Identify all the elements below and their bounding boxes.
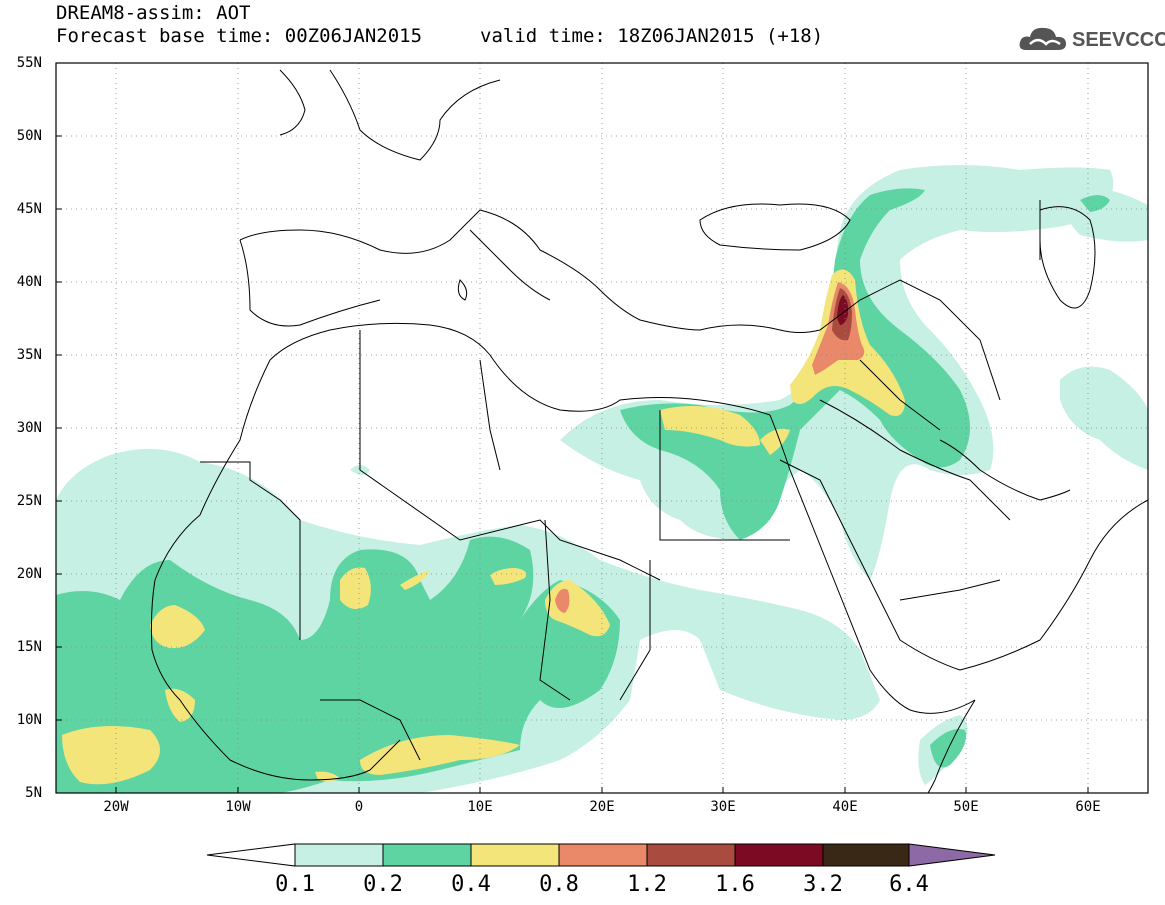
colorbar-label: 6.4 xyxy=(889,872,929,897)
seevccc-logo: SEEVCCC xyxy=(1018,22,1165,56)
cloud-icon xyxy=(1019,27,1066,50)
logo-text: SEEVCCC xyxy=(1072,29,1165,51)
lat-label: 45N xyxy=(16,201,42,217)
lon-label: 30E xyxy=(710,799,736,815)
coastlines xyxy=(150,69,1148,793)
map-title: DREAM8-assim: AOT xyxy=(56,2,251,24)
graticule xyxy=(56,63,1148,793)
lat-label: 35N xyxy=(16,347,42,363)
lat-label: 10N xyxy=(16,712,42,728)
colorbar-arrow-high xyxy=(908,843,996,867)
lat-label: 25N xyxy=(16,493,42,509)
lon-label: 40E xyxy=(832,799,858,815)
colorbar-label: 0.4 xyxy=(451,872,491,897)
lon-label: 20E xyxy=(589,799,615,815)
colorbar-bin xyxy=(822,843,910,867)
lon-label: 50E xyxy=(953,799,979,815)
colorbar-bin xyxy=(470,843,560,867)
lon-label: 0 xyxy=(354,799,364,815)
base-time-text: Forecast base time: 00Z06JAN2015 xyxy=(56,25,423,47)
colorbar-bin xyxy=(382,843,472,867)
colorbar xyxy=(206,843,996,867)
lat-label: 50N xyxy=(16,128,42,144)
colorbar-label: 0.8 xyxy=(539,872,579,897)
lon-label: 20W xyxy=(103,799,129,815)
lon-label: 60E xyxy=(1075,799,1101,815)
lon-label: 10W xyxy=(225,799,251,815)
lat-label: 30N xyxy=(16,420,42,436)
forecast-base-time: Forecast base time: 00Z06JAN2015 valid ti… xyxy=(56,25,823,47)
axis-ticks xyxy=(56,62,1089,793)
colorbar-label: 1.6 xyxy=(715,872,755,897)
colorbar-bin xyxy=(558,843,648,867)
colorbar-label: 3.2 xyxy=(803,872,843,897)
colorbar-bin xyxy=(734,843,824,867)
lon-label: 10E xyxy=(467,799,493,815)
colorbar-bin xyxy=(646,843,736,867)
colorbar-label: 0.2 xyxy=(363,872,403,897)
colorbar-bin xyxy=(294,843,384,867)
valid-time-text: valid time: 18Z06JAN2015 (+18) xyxy=(480,25,824,47)
lat-label: 5N xyxy=(25,785,42,801)
lat-label: 15N xyxy=(16,639,42,655)
lat-label: 55N xyxy=(16,55,42,71)
lat-label: 40N xyxy=(16,274,42,290)
colorbar-label: 0.1 xyxy=(275,872,315,897)
lat-label: 20N xyxy=(16,566,42,582)
colorbar-arrow-low xyxy=(206,843,296,867)
colorbar-label: 1.2 xyxy=(627,872,667,897)
